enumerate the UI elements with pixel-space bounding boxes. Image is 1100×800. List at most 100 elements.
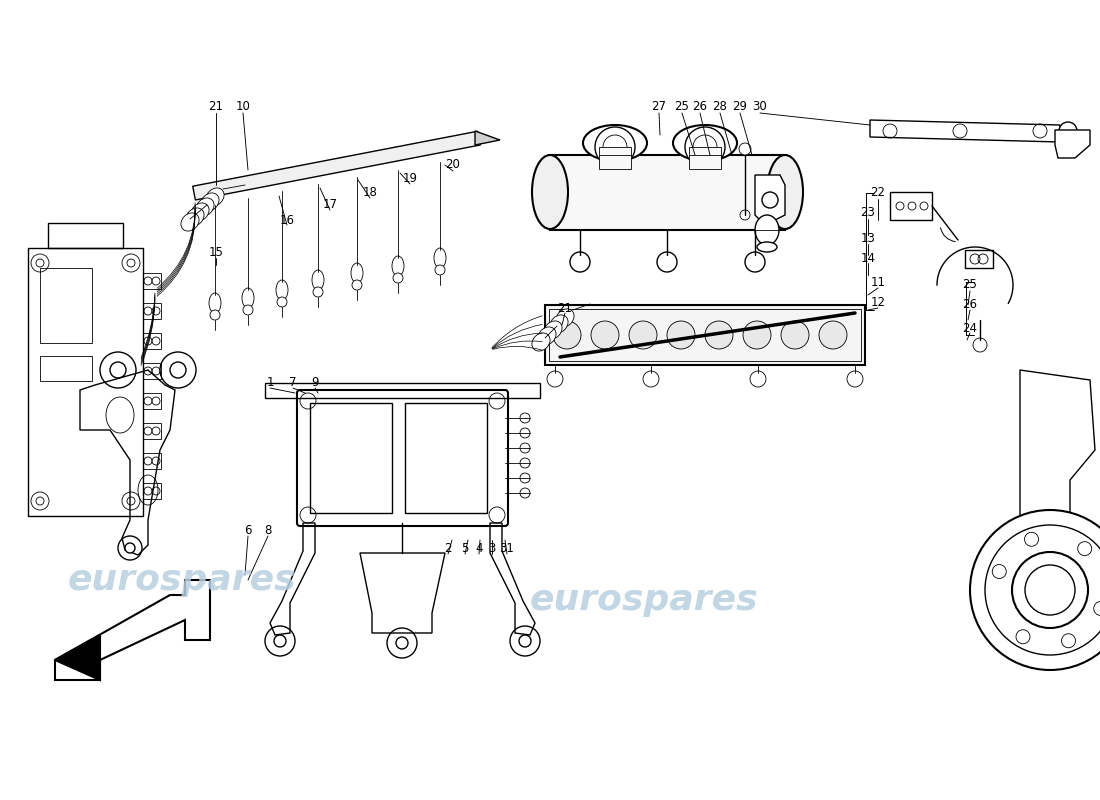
- Text: 27: 27: [651, 101, 667, 114]
- Ellipse shape: [434, 248, 446, 268]
- Bar: [143, 333, 161, 349]
- Bar: [28, 248, 143, 516]
- Text: 13: 13: [860, 231, 876, 245]
- Ellipse shape: [755, 215, 779, 245]
- Circle shape: [762, 192, 778, 208]
- Text: 26: 26: [962, 298, 978, 311]
- Circle shape: [1059, 122, 1077, 140]
- Text: 25: 25: [674, 101, 690, 114]
- Circle shape: [820, 321, 847, 349]
- Polygon shape: [1055, 130, 1090, 158]
- Ellipse shape: [532, 333, 550, 351]
- Ellipse shape: [276, 280, 288, 300]
- Bar: [143, 363, 161, 379]
- Circle shape: [1016, 630, 1030, 644]
- Polygon shape: [55, 635, 100, 680]
- Circle shape: [591, 321, 619, 349]
- Circle shape: [657, 252, 676, 272]
- Text: 3: 3: [488, 542, 496, 554]
- Bar: [143, 483, 161, 499]
- Circle shape: [396, 637, 408, 649]
- Text: 28: 28: [713, 101, 727, 114]
- Text: 4: 4: [475, 542, 483, 554]
- Text: 29: 29: [733, 101, 748, 114]
- Circle shape: [740, 210, 750, 220]
- Ellipse shape: [673, 125, 737, 161]
- Circle shape: [1025, 565, 1075, 615]
- Text: 2: 2: [444, 542, 452, 554]
- Circle shape: [553, 321, 581, 349]
- Bar: [549, 309, 861, 361]
- Circle shape: [644, 371, 659, 387]
- Circle shape: [629, 321, 657, 349]
- Circle shape: [36, 259, 44, 267]
- Bar: [550, 155, 785, 230]
- Ellipse shape: [312, 270, 324, 290]
- Circle shape: [970, 510, 1100, 670]
- Circle shape: [1012, 552, 1088, 628]
- Bar: [143, 303, 161, 319]
- Circle shape: [750, 371, 766, 387]
- Circle shape: [110, 362, 126, 378]
- Circle shape: [781, 321, 808, 349]
- Bar: [965, 250, 993, 268]
- Ellipse shape: [180, 213, 199, 231]
- Text: 24: 24: [962, 322, 978, 334]
- Ellipse shape: [532, 155, 568, 229]
- Polygon shape: [55, 580, 210, 680]
- Text: 18: 18: [363, 186, 377, 198]
- Ellipse shape: [556, 309, 574, 327]
- Circle shape: [36, 497, 44, 505]
- Circle shape: [126, 497, 135, 505]
- Circle shape: [314, 287, 323, 297]
- Polygon shape: [755, 175, 785, 225]
- Ellipse shape: [242, 288, 254, 308]
- Circle shape: [739, 143, 751, 155]
- Polygon shape: [192, 131, 481, 200]
- Ellipse shape: [767, 155, 803, 229]
- Ellipse shape: [196, 198, 214, 216]
- Text: 10: 10: [235, 101, 251, 114]
- Circle shape: [210, 310, 220, 320]
- Text: 19: 19: [403, 171, 418, 185]
- Text: 7: 7: [289, 375, 297, 389]
- Text: 22: 22: [870, 186, 886, 199]
- Circle shape: [352, 280, 362, 290]
- Text: 30: 30: [752, 101, 768, 114]
- Ellipse shape: [392, 256, 404, 276]
- Text: eurospares: eurospares: [68, 563, 297, 597]
- Circle shape: [434, 265, 446, 275]
- Text: eurospares: eurospares: [530, 583, 759, 617]
- Circle shape: [170, 362, 186, 378]
- Bar: [544, 305, 865, 365]
- Circle shape: [974, 338, 987, 352]
- Ellipse shape: [543, 321, 562, 339]
- Circle shape: [1062, 634, 1076, 648]
- Circle shape: [1078, 542, 1091, 556]
- Bar: [310, 403, 392, 513]
- Text: 31: 31: [499, 542, 515, 554]
- Text: 20: 20: [446, 158, 461, 171]
- Circle shape: [667, 321, 695, 349]
- Circle shape: [745, 252, 764, 272]
- Text: 25: 25: [962, 278, 978, 291]
- Ellipse shape: [191, 203, 209, 221]
- Bar: [600, 147, 631, 169]
- Text: 1: 1: [266, 375, 274, 389]
- Ellipse shape: [186, 208, 205, 226]
- Circle shape: [243, 305, 253, 315]
- Circle shape: [595, 127, 635, 167]
- Text: 23: 23: [860, 206, 876, 219]
- Text: 21: 21: [558, 302, 572, 314]
- Bar: [689, 147, 720, 169]
- Ellipse shape: [757, 242, 777, 252]
- Text: 16: 16: [279, 214, 295, 226]
- Bar: [143, 423, 161, 439]
- Bar: [143, 273, 161, 289]
- Text: 5: 5: [461, 542, 469, 554]
- Bar: [40, 356, 92, 381]
- Circle shape: [1024, 532, 1038, 546]
- Ellipse shape: [351, 263, 363, 283]
- Bar: [143, 453, 161, 469]
- Ellipse shape: [209, 293, 221, 313]
